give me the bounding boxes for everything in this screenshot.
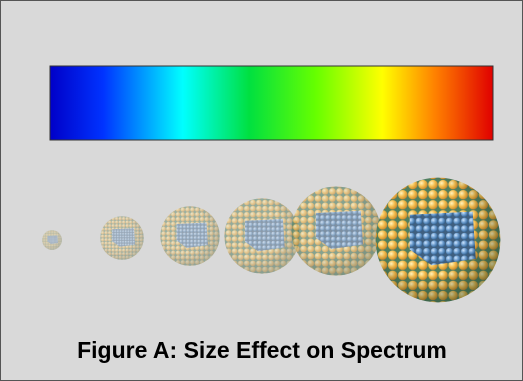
page: Figure A: Size Effect on Spectrum (() =>… <box>0 0 523 381</box>
caption: Figure A: Size Effect on Spectrum <box>77 337 447 363</box>
particle <box>224 198 299 273</box>
spectrum-bar <box>50 66 493 140</box>
particle <box>42 230 62 250</box>
particle <box>160 206 219 265</box>
particle <box>100 216 144 260</box>
particle <box>376 178 501 303</box>
particle <box>291 186 380 275</box>
figure: Figure A: Size Effect on Spectrum <box>0 0 523 381</box>
